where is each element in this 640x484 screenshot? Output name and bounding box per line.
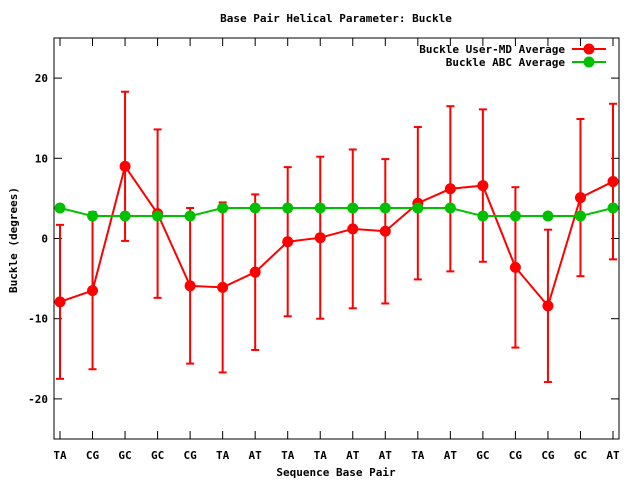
y-axis-ticks: -20 -10 0 10 20	[28, 72, 619, 406]
plot-area-border	[53, 37, 620, 440]
data-point	[477, 210, 489, 222]
x-axis-ticks: TA CG GC GC CG TA AT TA TA AT AT TA AT GC CG CG GC AT	[53, 38, 620, 462]
x-tick-label: GC	[574, 449, 587, 462]
data-point	[542, 300, 554, 312]
data-point	[249, 266, 261, 278]
data-point	[574, 192, 586, 204]
data-point	[87, 210, 99, 222]
legend-swatch-marker	[583, 56, 595, 68]
series-line	[59, 207, 614, 218]
x-tick-label: AT	[606, 449, 620, 462]
x-tick-label: TA	[216, 449, 230, 462]
y-tick-label: -10	[28, 313, 48, 326]
x-tick-label: AT	[249, 449, 263, 462]
data-point	[379, 202, 391, 214]
data-point	[282, 236, 294, 248]
data-point	[54, 296, 66, 308]
data-point	[119, 210, 131, 222]
data-point	[184, 280, 196, 292]
x-tick-label: TA	[281, 449, 295, 462]
x-tick-label: AT	[444, 449, 458, 462]
data-point	[217, 281, 229, 293]
legend-label: Buckle User-MD Average	[419, 43, 565, 56]
data-point	[379, 225, 391, 237]
x-tick-label: AT	[346, 449, 360, 462]
y-tick-label: 10	[35, 152, 48, 165]
data-point	[444, 202, 456, 214]
data-point	[509, 261, 521, 273]
y-tick-label: 0	[41, 233, 48, 246]
x-axis-label: Sequence Base Pair	[276, 466, 396, 479]
data-point	[87, 285, 99, 297]
data-point	[574, 210, 586, 222]
x-tick-label: GC	[118, 449, 131, 462]
x-tick-label: CG	[509, 449, 523, 462]
series-group	[54, 202, 619, 222]
series-layer	[54, 90, 619, 384]
data-point	[347, 202, 359, 214]
legend-label: Buckle ABC Average	[446, 56, 566, 69]
x-tick-label: TA	[53, 449, 67, 462]
data-point	[184, 210, 196, 222]
data-point	[217, 202, 229, 214]
data-point	[152, 210, 164, 222]
x-tick-label: CG	[541, 449, 555, 462]
data-point	[444, 183, 456, 195]
y-tick-label: -20	[28, 393, 48, 406]
x-tick-label: CG	[183, 449, 197, 462]
data-point	[249, 202, 261, 214]
data-point	[54, 202, 66, 214]
x-tick-label: GC	[151, 449, 164, 462]
data-point	[607, 202, 619, 214]
data-point	[314, 202, 326, 214]
x-tick-label: CG	[86, 449, 100, 462]
data-point	[509, 210, 521, 222]
x-tick-label: AT	[379, 449, 393, 462]
data-point	[119, 160, 131, 172]
data-point	[477, 180, 489, 192]
data-point	[542, 210, 554, 222]
data-point	[607, 176, 619, 188]
legend-swatch-marker	[583, 43, 595, 55]
x-tick-label: TA	[314, 449, 328, 462]
series-line	[59, 163, 614, 308]
data-point	[347, 223, 359, 235]
data-point	[412, 202, 424, 214]
y-axis-label: Buckle (degrees)	[7, 187, 20, 293]
chart-title: Base Pair Helical Parameter: Buckle	[220, 12, 452, 25]
x-tick-label: GC	[476, 449, 489, 462]
y-tick-label: 20	[35, 72, 48, 85]
series-group	[54, 90, 619, 384]
data-point	[314, 232, 326, 244]
data-point	[282, 202, 294, 214]
x-tick-label: TA	[411, 449, 425, 462]
